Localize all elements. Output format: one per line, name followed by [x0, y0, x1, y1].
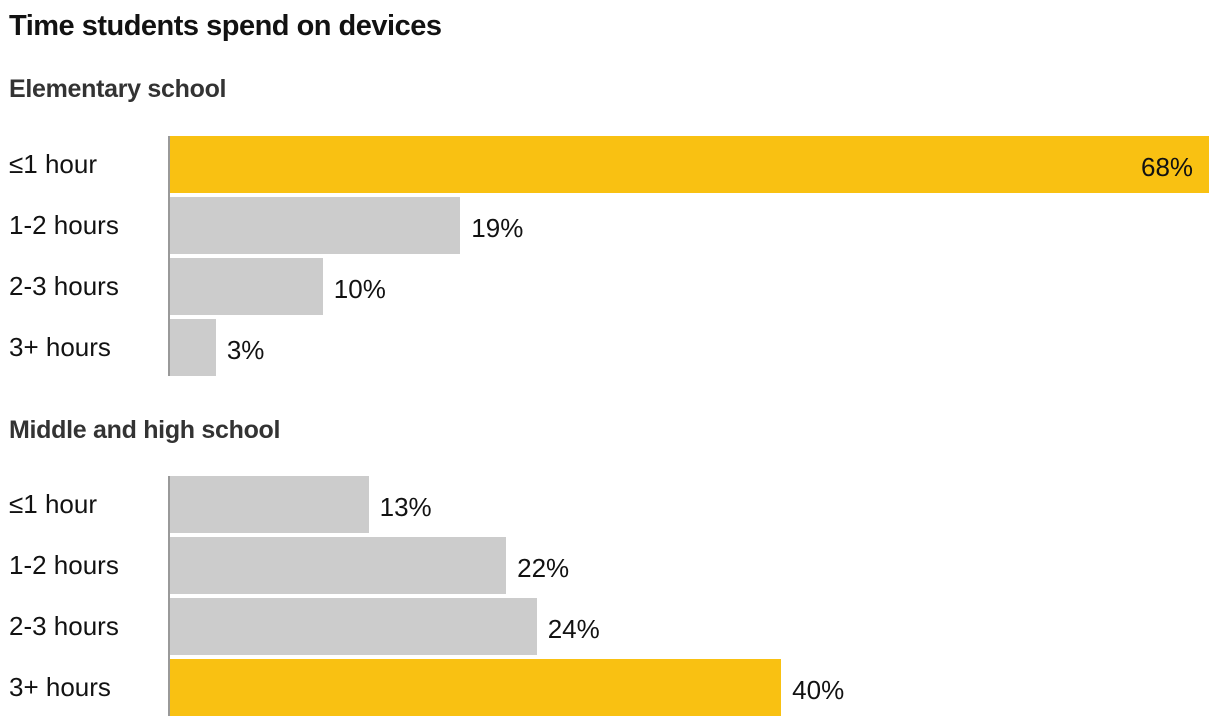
- category-label: 3+ hours: [9, 332, 111, 362]
- category-label: 1-2 hours: [9, 210, 119, 240]
- bar-row: 2-3 hours 24%: [0, 598, 1214, 655]
- category-label: 3+ hours: [9, 672, 111, 702]
- bar: [170, 258, 323, 315]
- panel-title-elementary: Elementary school: [9, 75, 227, 103]
- elementary-bar-panel: ≤1 hour 68% 1-2 hours 19% 2-3 hours 10% 3+ hou…: [0, 136, 1214, 376]
- data-label: 68%: [1141, 152, 1194, 182]
- bar-row: ≤1 hour 68%: [0, 136, 1214, 193]
- bar: [170, 537, 507, 594]
- bar-row: 3+ hours 3%: [0, 319, 1214, 376]
- data-label: 19%: [471, 213, 524, 243]
- data-label: 13%: [379, 492, 432, 522]
- chart-title: Time students spend on devices: [9, 10, 442, 42]
- category-label: 2-3 hours: [9, 271, 119, 301]
- bar-row: 1-2 hours 19%: [0, 197, 1214, 254]
- data-label: 3%: [226, 335, 265, 365]
- category-label: ≤1 hour: [9, 149, 97, 179]
- middle-high-bar-panel: ≤1 hour 13% 1-2 hours 22% 2-3 hours 24% 3+ hou…: [0, 476, 1214, 716]
- bar-row: 1-2 hours 22%: [0, 537, 1214, 594]
- bar: [170, 197, 461, 254]
- axis-line: [168, 136, 170, 376]
- bar: [170, 659, 782, 716]
- category-label: 1-2 hours: [9, 550, 119, 580]
- bar: [170, 598, 537, 655]
- panel-title-middle-high: Middle and high school: [9, 416, 281, 444]
- bar: [170, 319, 216, 376]
- data-label: 40%: [792, 675, 845, 705]
- axis-line: [168, 476, 170, 716]
- category-label: 2-3 hours: [9, 611, 119, 641]
- data-label: 22%: [517, 553, 570, 583]
- category-label: ≤1 hour: [9, 489, 97, 519]
- bar-row: ≤1 hour 13%: [0, 476, 1214, 533]
- data-label: 24%: [547, 614, 600, 644]
- data-label: 10%: [333, 274, 386, 304]
- bar: [170, 136, 1209, 193]
- bar-row: 2-3 hours 10%: [0, 258, 1214, 315]
- bar-row: 3+ hours 40%: [0, 659, 1214, 716]
- bar: [170, 476, 369, 533]
